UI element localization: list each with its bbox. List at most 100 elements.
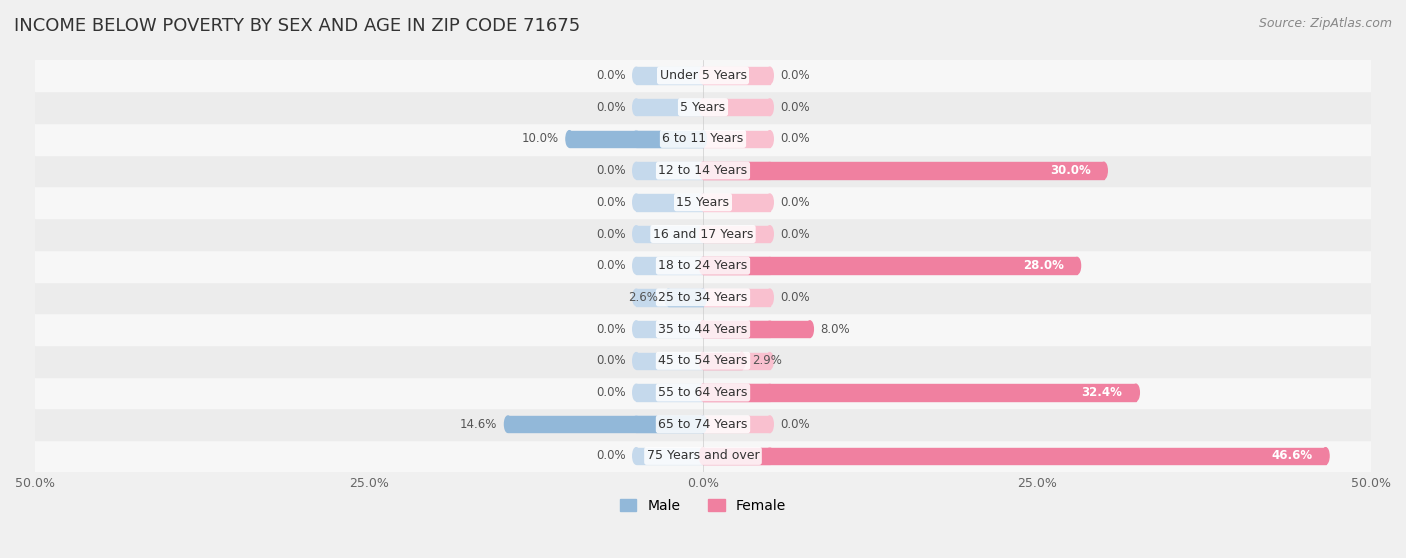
Circle shape xyxy=(700,353,706,369)
Circle shape xyxy=(633,226,640,242)
Circle shape xyxy=(700,226,706,242)
Circle shape xyxy=(766,68,773,84)
Bar xyxy=(703,416,770,432)
Circle shape xyxy=(1132,384,1139,401)
Circle shape xyxy=(700,257,706,274)
Text: 0.0%: 0.0% xyxy=(780,228,810,240)
Text: 0.0%: 0.0% xyxy=(596,386,626,399)
Circle shape xyxy=(700,131,706,147)
Circle shape xyxy=(700,99,706,116)
Circle shape xyxy=(700,131,706,147)
Circle shape xyxy=(766,131,773,147)
Text: 0.0%: 0.0% xyxy=(596,69,626,82)
Circle shape xyxy=(665,289,672,306)
Circle shape xyxy=(700,289,706,306)
Circle shape xyxy=(766,384,773,401)
Circle shape xyxy=(700,448,706,464)
Text: 0.0%: 0.0% xyxy=(780,418,810,431)
Text: 0.0%: 0.0% xyxy=(780,69,810,82)
Circle shape xyxy=(700,353,706,369)
Bar xyxy=(703,353,770,369)
Circle shape xyxy=(700,194,706,210)
Circle shape xyxy=(633,416,640,432)
Bar xyxy=(35,313,1371,345)
Circle shape xyxy=(700,353,706,369)
Bar xyxy=(636,384,703,401)
Bar xyxy=(703,162,1104,179)
Circle shape xyxy=(700,416,706,432)
Circle shape xyxy=(633,131,640,147)
Text: 0.0%: 0.0% xyxy=(596,164,626,177)
Circle shape xyxy=(633,194,640,210)
Circle shape xyxy=(700,384,706,401)
Text: 0.0%: 0.0% xyxy=(596,228,626,240)
Bar xyxy=(636,353,703,369)
Text: 0.0%: 0.0% xyxy=(596,259,626,272)
Text: 46.6%: 46.6% xyxy=(1271,449,1312,463)
Bar xyxy=(703,257,770,274)
Circle shape xyxy=(633,68,640,84)
Circle shape xyxy=(700,384,706,401)
Bar xyxy=(636,257,703,274)
Text: 0.0%: 0.0% xyxy=(596,196,626,209)
Bar xyxy=(636,226,703,242)
Legend: Male, Female: Male, Female xyxy=(614,493,792,518)
Bar xyxy=(703,68,770,84)
Text: Source: ZipAtlas.com: Source: ZipAtlas.com xyxy=(1258,17,1392,30)
Text: 25 to 34 Years: 25 to 34 Years xyxy=(658,291,748,304)
Circle shape xyxy=(766,194,773,210)
Circle shape xyxy=(1322,448,1329,464)
Text: 0.0%: 0.0% xyxy=(780,100,810,114)
Circle shape xyxy=(567,131,572,147)
Circle shape xyxy=(700,416,706,432)
Bar xyxy=(35,345,1371,377)
Bar xyxy=(636,162,703,179)
Bar xyxy=(703,448,1326,464)
Bar xyxy=(703,194,770,210)
Text: 0.0%: 0.0% xyxy=(596,449,626,463)
Circle shape xyxy=(700,416,706,432)
Circle shape xyxy=(700,321,706,338)
Circle shape xyxy=(700,68,706,84)
Bar xyxy=(35,440,1371,472)
Text: 0.0%: 0.0% xyxy=(780,196,810,209)
Text: 5 Years: 5 Years xyxy=(681,100,725,114)
Bar xyxy=(636,321,703,338)
Text: 0.0%: 0.0% xyxy=(780,291,810,304)
Text: 2.9%: 2.9% xyxy=(752,354,782,367)
Bar xyxy=(35,377,1371,408)
Circle shape xyxy=(700,162,706,179)
Text: 14.6%: 14.6% xyxy=(460,418,498,431)
Circle shape xyxy=(633,289,640,306)
Bar xyxy=(35,282,1371,313)
Bar xyxy=(703,162,770,179)
Circle shape xyxy=(633,257,640,274)
Bar xyxy=(703,384,1136,401)
Circle shape xyxy=(766,162,773,179)
Bar xyxy=(636,448,703,464)
Circle shape xyxy=(700,162,706,179)
Bar xyxy=(703,353,742,369)
Bar xyxy=(636,416,703,432)
Circle shape xyxy=(700,99,706,116)
Text: 0.0%: 0.0% xyxy=(596,323,626,335)
Text: 32.4%: 32.4% xyxy=(1081,386,1122,399)
Bar xyxy=(703,226,770,242)
Text: 28.0%: 28.0% xyxy=(1022,259,1064,272)
Bar xyxy=(569,131,703,147)
Bar xyxy=(703,321,770,338)
Circle shape xyxy=(738,353,745,369)
Circle shape xyxy=(700,131,706,147)
Bar xyxy=(703,384,770,401)
Circle shape xyxy=(700,194,706,210)
Circle shape xyxy=(700,226,706,242)
Text: 18 to 24 Years: 18 to 24 Years xyxy=(658,259,748,272)
Text: 0.0%: 0.0% xyxy=(780,132,810,146)
Bar xyxy=(703,321,810,338)
Bar xyxy=(636,131,703,147)
Circle shape xyxy=(700,289,706,306)
Text: 16 and 17 Years: 16 and 17 Years xyxy=(652,228,754,240)
Circle shape xyxy=(766,226,773,242)
Circle shape xyxy=(700,68,706,84)
Bar xyxy=(703,448,770,464)
